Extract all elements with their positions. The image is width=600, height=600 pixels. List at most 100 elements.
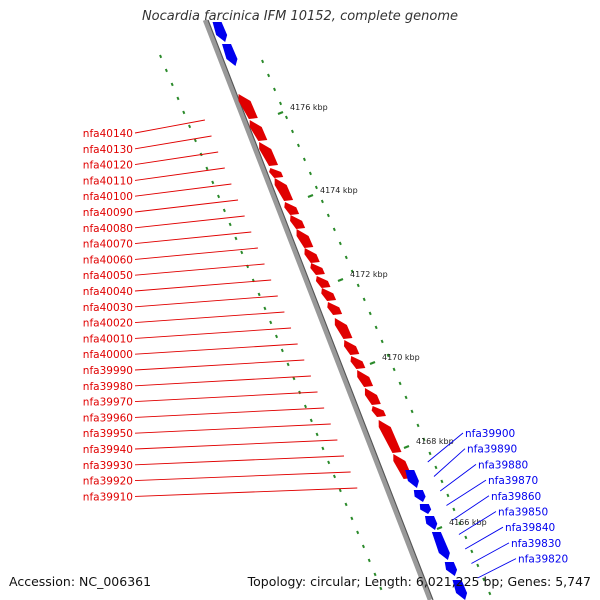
gene-arrow-forward <box>222 44 238 66</box>
gene-label-reverse: nfa39940 <box>83 444 133 456</box>
guide-dot <box>344 502 348 507</box>
gene-label-forward: nfa39870 <box>488 475 538 487</box>
gene-leader-forward <box>458 511 497 535</box>
gene-arrow-reverse <box>259 142 279 166</box>
gene-label-forward: nfa39830 <box>511 538 561 550</box>
guide-dot <box>428 451 432 456</box>
gene-leader-reverse <box>134 231 252 245</box>
scale-tick <box>369 360 376 366</box>
gene-label-reverse: nfa40070 <box>83 239 133 251</box>
gene-leader-forward <box>477 558 517 579</box>
guide-dot <box>320 199 324 204</box>
guide-dot <box>338 241 342 246</box>
guide-dot <box>416 423 420 428</box>
gene-label-reverse: nfa40110 <box>83 175 133 187</box>
guide-dot <box>222 208 226 213</box>
guide-dot <box>234 236 238 241</box>
guide-dot <box>286 362 290 367</box>
scale-tick <box>307 193 314 199</box>
gene-leader-reverse <box>134 183 232 197</box>
gene-arrow-reverse <box>364 388 381 405</box>
gene-arrow-forward <box>413 490 426 502</box>
gene-label-reverse: nfa40100 <box>83 191 133 203</box>
guide-dot <box>434 465 438 470</box>
guide-dot <box>182 110 186 115</box>
gene-leader-reverse <box>134 279 272 292</box>
guide-dot <box>193 138 197 143</box>
guide-dot <box>327 460 331 465</box>
gene-label-reverse: nfa40120 <box>83 160 133 172</box>
guide-dot <box>267 73 271 78</box>
gene-leader-reverse <box>134 263 265 276</box>
gene-leader-reverse <box>134 343 298 355</box>
gene-arrow-reverse <box>327 302 343 315</box>
scale-tick <box>337 277 344 283</box>
backbone-line <box>202 19 433 600</box>
gene-arrow-reverse <box>290 215 306 229</box>
gene-label-reverse: nfa39960 <box>83 412 133 424</box>
guide-dot <box>188 124 192 129</box>
gene-arrow-reverse <box>310 263 325 275</box>
guide-dot <box>164 68 168 73</box>
guide-dot <box>386 353 390 358</box>
guide-dot <box>392 367 396 372</box>
guide-dot <box>476 563 480 568</box>
map-title: Nocardia farcinica IFM 10152, complete g… <box>141 9 459 24</box>
guide-dot <box>315 432 319 437</box>
gene-leader-reverse <box>134 391 318 403</box>
gene-arrow-reverse <box>274 178 294 201</box>
guide-dot <box>367 558 371 563</box>
gene-label-reverse: nfa40080 <box>83 223 133 235</box>
gene-arrow-forward <box>431 532 450 560</box>
scale-tick <box>277 110 284 116</box>
genome-summary: Topology: circular; Length: 6,021,225 bp… <box>247 574 591 589</box>
guide-dot <box>228 222 232 227</box>
guide-dot <box>482 577 486 582</box>
gene-arrow-reverse <box>357 370 374 387</box>
gene-leader-reverse <box>134 199 239 213</box>
gene-leader-reverse <box>134 359 305 371</box>
backbone-edge <box>207 19 434 600</box>
scale-label: 4166 kbp <box>449 518 487 527</box>
guide-dot <box>326 213 330 218</box>
guide-dot <box>176 96 180 101</box>
guide-dot <box>275 334 279 339</box>
guide-dot <box>240 250 244 255</box>
gene-label-forward: nfa39840 <box>505 522 555 534</box>
gene-label-reverse: nfa39990 <box>83 365 133 377</box>
guide-dot <box>452 507 456 512</box>
gene-label-reverse: nfa40130 <box>83 144 133 156</box>
guide-dot <box>159 54 163 59</box>
guide-dot <box>303 404 308 409</box>
guide-dot <box>350 516 354 521</box>
gene-arrow-reverse <box>249 120 268 141</box>
gene-arrow-reverse <box>269 168 284 178</box>
scale-tick <box>436 525 443 531</box>
gene-label-reverse: nfa39980 <box>83 381 133 393</box>
guide-dot <box>410 409 414 414</box>
guide-dot <box>290 129 295 134</box>
scale-tick <box>403 444 410 450</box>
gene-leader-reverse <box>134 167 225 181</box>
gene-label-reverse: nfa40040 <box>83 286 133 298</box>
gene-leader-reverse <box>134 455 345 466</box>
guide-dot <box>321 446 325 451</box>
gene-arrow-reverse <box>284 202 300 215</box>
guide-dot <box>284 115 289 120</box>
gene-leader-reverse <box>134 471 351 482</box>
guide-dot <box>350 269 354 274</box>
guide-dot <box>314 185 318 190</box>
guide-dot <box>211 180 215 185</box>
guide-dot <box>263 306 267 311</box>
gene-label-reverse: nfa39950 <box>83 428 133 440</box>
gene-arrow-reverse <box>344 340 360 355</box>
gene-leader-reverse <box>134 487 358 497</box>
guide-dot <box>269 320 273 325</box>
guide-dot <box>440 479 444 484</box>
guide-dot <box>458 521 462 526</box>
guide-dot <box>374 325 378 330</box>
gene-arrow-forward <box>452 580 468 600</box>
gene-leader-forward <box>464 526 504 550</box>
